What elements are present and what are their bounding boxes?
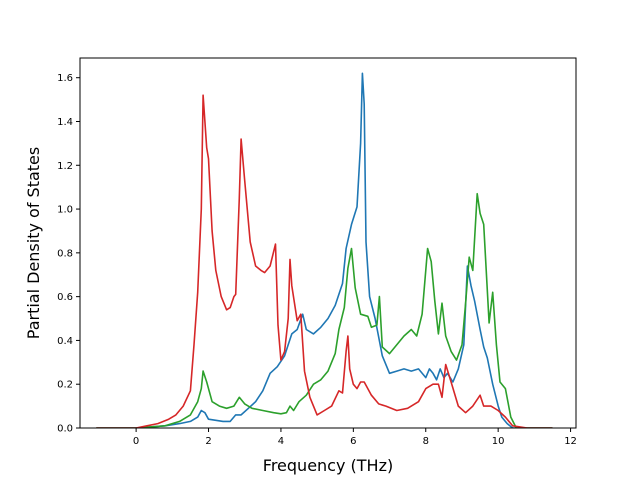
x-tick-label: 6 <box>350 436 356 447</box>
x-axis: 0 2 4 6 8 10 12 <box>133 428 577 447</box>
series-line-1 <box>96 72 553 428</box>
y-axis: 0.0 0.2 0.4 0.6 0.8 1.0 1.2 1.4 1.6 <box>57 73 80 435</box>
y-tick-label: 1.4 <box>57 117 73 128</box>
x-tick-label: 10 <box>492 436 505 447</box>
y-tick-label: 0.0 <box>57 424 73 435</box>
x-tick-label: 12 <box>564 436 577 447</box>
x-tick-label: 4 <box>278 436 284 447</box>
x-tick-label: 8 <box>423 436 429 447</box>
y-tick-label: 0.4 <box>57 336 73 347</box>
y-axis-label: Partial Density of States <box>24 147 43 339</box>
y-tick-label: 0.8 <box>57 248 73 259</box>
series-line-2 <box>96 192 553 428</box>
x-tick-label: 2 <box>205 436 211 447</box>
y-tick-label: 0.2 <box>57 380 73 391</box>
y-tick-label: 1.2 <box>57 161 73 172</box>
y-tick-label: 1.0 <box>57 205 73 216</box>
series-line-3 <box>96 94 553 428</box>
y-tick-label: 0.6 <box>57 292 73 303</box>
y-tick-label: 1.6 <box>57 73 73 84</box>
x-tick-label: 0 <box>133 436 139 447</box>
x-axis-label: Frequency (THz) <box>263 456 393 475</box>
plot-area <box>79 57 577 429</box>
series-layer <box>96 72 553 428</box>
axes-frame <box>79 57 577 429</box>
